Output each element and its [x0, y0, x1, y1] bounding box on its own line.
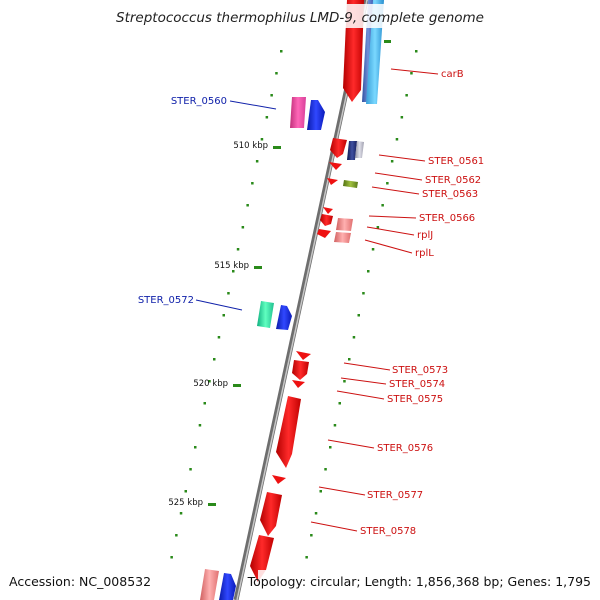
minor-tick	[175, 534, 178, 537]
minor-tick	[329, 446, 332, 449]
gene-STER_0561-shapes[interactable]	[330, 138, 364, 160]
minor-tick	[367, 270, 370, 273]
title-background	[100, 4, 500, 28]
gene-label[interactable]: rplL	[415, 248, 434, 259]
minor-tick	[246, 204, 249, 207]
gene-rplJ-shapes[interactable]	[317, 229, 351, 243]
footer-background	[0, 570, 200, 592]
gene-label[interactable]: rplJ	[417, 230, 433, 241]
minor-tick	[232, 270, 235, 273]
gene-label[interactable]: STER_0575	[387, 394, 443, 405]
gene-STER_0578-shapes[interactable]	[250, 492, 282, 582]
gene-label[interactable]: STER_0572	[138, 295, 194, 306]
minor-tick	[227, 292, 230, 295]
minor-tick	[400, 116, 404, 119]
gene-label[interactable]: carB	[441, 69, 464, 80]
minor-tick	[217, 336, 221, 339]
minor-tick	[184, 490, 187, 493]
gene-label[interactable]: STER_0574	[389, 379, 445, 390]
minor-tick	[371, 248, 375, 251]
gene-label[interactable]: STER_0561	[428, 156, 484, 167]
minor-tick	[314, 512, 318, 515]
minor-tick	[324, 468, 327, 471]
gene-STER_0566-shapes[interactable]	[320, 207, 353, 231]
gene-bottom-shapes[interactable]	[200, 569, 236, 600]
map-title: Streptococcus thermophilus LMD-9, comple…	[116, 10, 484, 26]
minor-tick	[376, 226, 380, 229]
minor-tick	[386, 182, 389, 185]
minor-tick	[357, 314, 360, 317]
gene-STER_0573-shapes[interactable]	[292, 351, 311, 380]
gene-label[interactable]: STER_0573	[392, 365, 448, 376]
gene-STER_0577-shapes[interactable]	[272, 475, 286, 484]
minor-tick	[343, 380, 346, 383]
minor-tick	[189, 468, 192, 471]
minor-tick	[265, 116, 269, 119]
gene-label[interactable]: STER_0562	[425, 175, 481, 186]
gene-label[interactable]: STER_0576	[377, 443, 433, 454]
footer-background	[258, 570, 598, 592]
minor-tick	[310, 534, 313, 537]
scale-label: 520 kbp	[193, 379, 228, 389]
scale-ticks	[208, 146, 281, 506]
minor-tick	[236, 248, 240, 251]
minor-tick	[352, 336, 356, 339]
gene-STER_0572-shapes[interactable]	[257, 301, 292, 330]
minor-tick	[390, 160, 394, 163]
minor-tick	[333, 424, 337, 427]
gene-STER_0576-shapes[interactable]	[276, 396, 301, 468]
gene-label[interactable]: STER_0578	[360, 526, 416, 537]
minor-tick	[410, 72, 413, 75]
scale-labels: 510 kbp 515 kbp 520 kbp 525 kbp	[168, 141, 268, 508]
gene-label[interactable]: STER_0577	[367, 490, 423, 501]
gene-STER_0574-shapes[interactable]	[292, 380, 305, 388]
minor-tick	[222, 314, 225, 317]
gene-label[interactable]: STER_0560	[171, 96, 227, 107]
minor-tick	[348, 358, 351, 361]
minor-tick	[280, 50, 283, 53]
minor-tick	[319, 490, 322, 493]
scale-label: 510 kbp	[233, 141, 268, 151]
gene-STER_0563-shapes[interactable]	[327, 178, 358, 188]
minor-tick	[275, 72, 278, 75]
minor-tick	[198, 424, 202, 427]
minor-tick	[251, 182, 254, 185]
minor-tick	[362, 292, 365, 295]
minor-tick	[255, 160, 259, 163]
gene-STER_0560-shapes[interactable]	[290, 97, 325, 130]
minor-tick	[338, 402, 341, 405]
minor-tick	[241, 226, 245, 229]
gene-STER_0562-shapes[interactable]	[329, 162, 342, 170]
accession-text: Accession: NC_008532	[9, 574, 151, 589]
minor-tick	[179, 512, 183, 515]
minor-tick	[405, 94, 408, 97]
gene-label[interactable]: STER_0563	[422, 189, 478, 200]
scale-label: 525 kbp	[168, 498, 203, 508]
minor-tick	[395, 138, 399, 141]
scale-label: 515 kbp	[214, 261, 249, 271]
minor-tick	[203, 402, 206, 405]
minor-tick	[213, 358, 216, 361]
genome-summary-text: Topology: circular; Length: 1,856,368 bp…	[247, 574, 591, 589]
minor-tick	[270, 94, 273, 97]
minor-tick	[208, 380, 211, 383]
minor-tick	[260, 138, 264, 141]
minor-tick	[381, 204, 384, 207]
minor-tick	[415, 50, 418, 53]
minor-tick	[305, 556, 308, 559]
minor-tick	[194, 446, 197, 449]
tick-rails	[170, 50, 418, 559]
minor-tick	[170, 556, 173, 559]
gene-labels: carB STER_0560 STER_0561 STER_0562 STER_…	[138, 69, 484, 537]
label-leader-lines	[195, 68, 439, 532]
gene-label[interactable]: STER_0566	[419, 213, 475, 224]
